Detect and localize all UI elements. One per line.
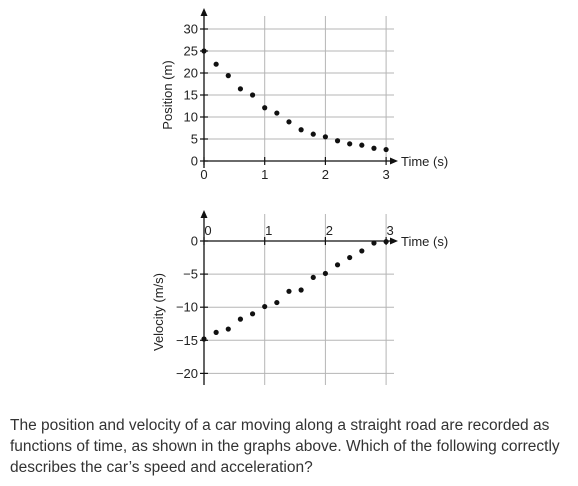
data-point <box>201 48 207 54</box>
y-tick-label: −10 <box>176 300 198 315</box>
x-tick-label: 0 <box>200 167 207 182</box>
x-tick-label: 3 <box>386 223 393 238</box>
y-axis-arrow <box>200 8 208 16</box>
data-point <box>225 326 231 332</box>
x-tick-label: 0 <box>204 223 211 238</box>
data-point <box>322 134 328 140</box>
x-axis-arrow <box>390 237 398 245</box>
y-axis-label: Position (m) <box>160 60 175 129</box>
data-point <box>310 131 316 137</box>
data-point <box>213 329 219 335</box>
velocity-vs-time-chart: 0 1 2 3 0 −5 −10 −15 −20 Time (s) Velocity (m/s) <box>151 210 448 385</box>
data-point <box>298 287 304 293</box>
x-tick-label: 2 <box>322 167 329 182</box>
y-tick-label: 0 <box>191 154 198 169</box>
y-tick-label: 10 <box>184 110 198 125</box>
data-point <box>359 142 365 148</box>
x-tick-label: 2 <box>326 223 333 238</box>
data-point <box>371 240 377 246</box>
y-tick-label: 0 <box>191 234 198 249</box>
data-point <box>371 145 377 151</box>
data-point <box>286 119 292 125</box>
data-point <box>237 86 244 92</box>
data-point <box>322 270 328 277</box>
data-point <box>286 288 292 294</box>
x-tick-label: 1 <box>261 167 268 182</box>
data-point <box>359 248 365 254</box>
data-point <box>262 303 268 310</box>
data-point <box>249 311 256 317</box>
data-point <box>310 274 316 281</box>
data-point <box>262 105 268 111</box>
data-point <box>213 61 219 67</box>
data-point <box>298 127 304 133</box>
data-point <box>225 73 231 79</box>
data-point <box>383 239 389 245</box>
y-axis-arrow <box>200 210 208 218</box>
data-point <box>249 92 256 98</box>
data-point <box>201 336 207 342</box>
y-tick-label: 20 <box>184 66 198 81</box>
data-point <box>274 110 280 116</box>
x-axis-arrow <box>390 157 398 165</box>
data-point <box>347 254 353 261</box>
question-text: The position and velocity of a car movin… <box>10 417 560 476</box>
y-tick-label: 30 <box>184 22 198 37</box>
x-tick-label: 3 <box>382 167 389 182</box>
data-point <box>383 146 389 153</box>
x-tick-label: 1 <box>265 223 272 238</box>
data-point <box>237 316 244 322</box>
y-tick-label: 15 <box>184 88 198 103</box>
y-tick-label: 5 <box>191 132 198 147</box>
y-tick-label: 25 <box>184 44 198 59</box>
data-point <box>334 262 341 268</box>
data-point <box>274 299 280 306</box>
x-axis-label: Time (s) <box>401 234 448 249</box>
y-tick-label: −15 <box>176 333 198 348</box>
x-axis-label: Time (s) <box>401 154 448 169</box>
y-tick-label: −5 <box>183 267 198 282</box>
y-axis-label: Velocity (m/s) <box>151 273 166 351</box>
data-point <box>347 141 353 147</box>
y-tick-label: −20 <box>176 366 198 381</box>
data-point <box>334 138 341 144</box>
